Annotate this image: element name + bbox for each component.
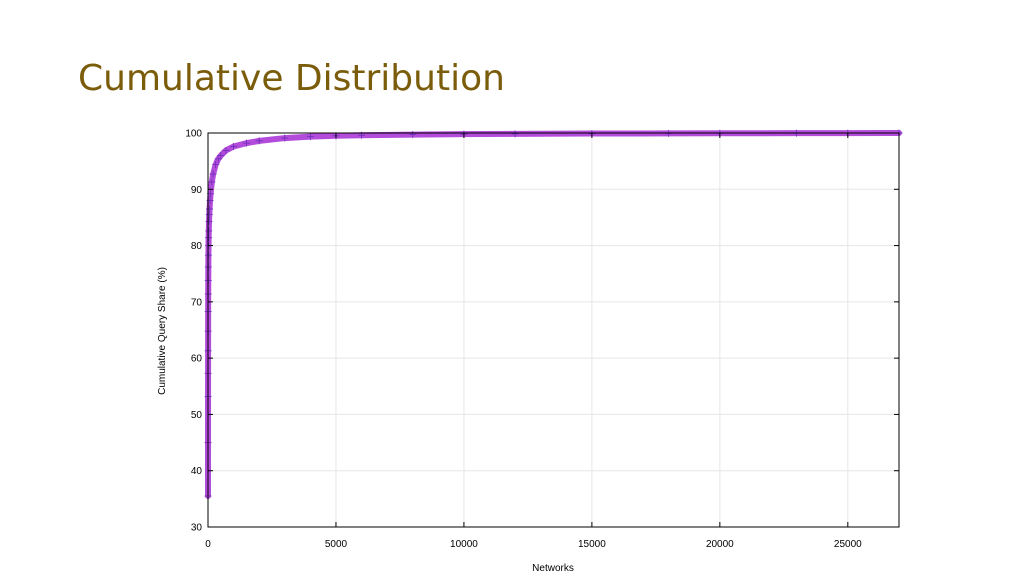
x-tick-label: 20000 <box>706 539 734 550</box>
y-tick-label: 90 <box>191 185 203 196</box>
data-point-marker <box>306 133 314 141</box>
slide-title: Cumulative Distribution <box>78 58 505 99</box>
x-tick-label: 15000 <box>578 539 606 550</box>
x-tick-label: 10000 <box>450 539 478 550</box>
data-point-marker <box>205 227 213 235</box>
tick-label-layer: 0 5000 10000 15000 20000 25000 30 40 50 60 70 80 90 1… <box>185 129 862 551</box>
data-point-marker <box>222 146 230 154</box>
data-point-marker <box>409 131 417 139</box>
series-layer <box>204 129 903 500</box>
y-tick-label: 70 <box>191 297 203 308</box>
y-tick-label: 60 <box>191 354 203 365</box>
data-point-marker <box>209 170 217 178</box>
x-tick-label: 0 <box>205 539 211 550</box>
data-point-marker <box>230 143 238 151</box>
data-point-marker <box>217 152 225 160</box>
data-point-marker <box>206 205 214 213</box>
data-point-marker <box>212 161 220 169</box>
data-point-marker <box>205 217 213 225</box>
y-axis-title: Cumulative Query Share (%) <box>157 267 168 395</box>
y-tick-label: 50 <box>191 410 203 421</box>
y-tick-label: 80 <box>191 241 203 252</box>
y-tick-label: 40 <box>191 466 203 477</box>
x-axis-title: Networks <box>532 563 574 574</box>
data-point-marker <box>511 130 519 138</box>
data-point-marker <box>205 234 213 242</box>
grid-layer <box>208 133 899 527</box>
series-line <box>205 130 902 500</box>
data-point-marker <box>281 134 289 142</box>
y-tick-label: 30 <box>191 523 203 534</box>
data-point-marker <box>242 139 250 147</box>
data-point-marker <box>255 137 263 145</box>
plot-frame <box>207 132 900 528</box>
y-tick-label: 100 <box>185 129 202 140</box>
data-point-marker <box>208 178 216 186</box>
x-tick-label: 5000 <box>325 539 348 550</box>
axis-layer <box>207 132 900 528</box>
x-tick-label: 25000 <box>834 539 862 550</box>
